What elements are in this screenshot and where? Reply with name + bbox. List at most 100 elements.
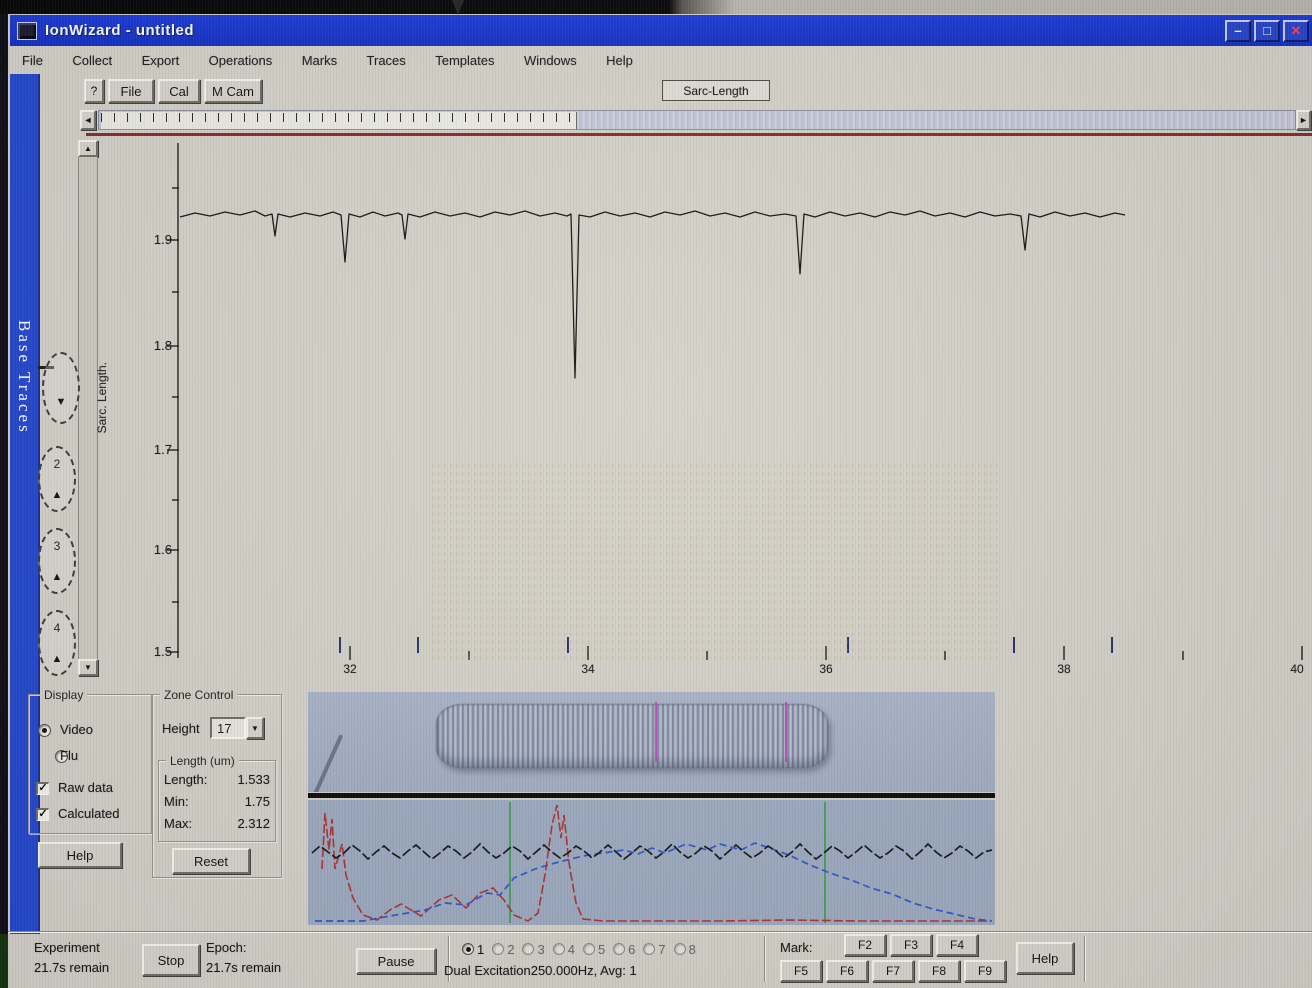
epoch-option-4[interactable]: 4 bbox=[552, 942, 575, 957]
zone-control-title: Zone Control bbox=[160, 688, 238, 702]
epoch-2-label: 2 bbox=[507, 941, 515, 957]
mark-f3-button[interactable]: F3 bbox=[890, 934, 932, 956]
trace1-down-arrow-icon[interactable]: ▼ bbox=[55, 396, 67, 408]
x-axis-ticks bbox=[349, 646, 1303, 660]
height-dropdown-arrow[interactable]: ▼ bbox=[246, 717, 264, 739]
height-dropdown-value[interactable]: 17 bbox=[210, 717, 246, 739]
photo-left-edge bbox=[0, 14, 8, 988]
epoch-option-7[interactable]: 7 bbox=[643, 942, 666, 957]
pause-button[interactable]: Pause bbox=[356, 948, 436, 974]
minimize-button[interactable]: – bbox=[1225, 19, 1251, 42]
trace-button-3[interactable]: 3 ▲ bbox=[38, 528, 76, 594]
epoch-option-6[interactable]: 6 bbox=[613, 942, 635, 957]
epoch-6-label: 6 bbox=[628, 941, 636, 957]
menu-operations[interactable]: Operations bbox=[208, 53, 273, 68]
mark-f4-button[interactable]: F4 bbox=[936, 934, 978, 956]
epoch-7-radio[interactable] bbox=[643, 943, 656, 955]
status-help-button[interactable]: Help bbox=[1016, 942, 1074, 974]
y-tick-1.6: 1.6 bbox=[153, 542, 172, 557]
trace3-label: 3 bbox=[53, 539, 61, 553]
mark-f2-button[interactable]: F2 bbox=[844, 934, 886, 956]
raw-data-checkbox[interactable]: ✓ bbox=[36, 782, 49, 795]
trace4-label: 4 bbox=[53, 621, 61, 635]
timeline-thumb[interactable] bbox=[101, 112, 577, 129]
epoch-6-radio[interactable] bbox=[613, 943, 626, 955]
ruler-right-arrow[interactable]: ► bbox=[1296, 110, 1311, 130]
vscroll-track[interactable] bbox=[78, 157, 98, 659]
epoch-1-radio[interactable] bbox=[462, 943, 474, 955]
epoch-2-radio[interactable] bbox=[492, 943, 505, 955]
raw-data-label[interactable]: Raw data bbox=[58, 780, 113, 795]
epoch-3-label: 3 bbox=[537, 941, 545, 957]
video-radio[interactable] bbox=[38, 724, 51, 737]
mark-f9-button[interactable]: F9 bbox=[964, 960, 1006, 982]
mark-f8-button[interactable]: F8 bbox=[918, 960, 960, 982]
maximize-button[interactable]: □ bbox=[1254, 19, 1280, 42]
epoch-5-label: 5 bbox=[597, 941, 606, 957]
epoch-option-2[interactable]: 2 bbox=[492, 942, 514, 957]
menu-traces[interactable]: Traces bbox=[366, 53, 406, 68]
cal-toolbar-button[interactable]: Cal bbox=[158, 79, 200, 103]
mark-f5-button[interactable]: F5 bbox=[780, 960, 822, 982]
trace3-up-arrow-icon[interactable]: ▲ bbox=[51, 571, 63, 583]
menu-file[interactable]: File bbox=[22, 53, 43, 68]
status-separator-3 bbox=[1084, 936, 1085, 982]
flu-radio[interactable] bbox=[55, 750, 69, 763]
menu-templates[interactable]: Templates bbox=[435, 53, 495, 68]
epoch-5-radio[interactable] bbox=[582, 943, 595, 955]
display-help-button[interactable]: Help bbox=[38, 842, 122, 868]
intensity-profile-plot bbox=[308, 800, 995, 925]
display-group-title: Display bbox=[40, 688, 88, 702]
trace2-up-arrow-icon[interactable]: ▲ bbox=[51, 489, 63, 501]
status-separator-2 bbox=[764, 936, 765, 982]
epoch-4-radio[interactable] bbox=[552, 943, 565, 955]
cell-video-view[interactable] bbox=[308, 692, 995, 792]
red-divider-line bbox=[86, 133, 1312, 136]
calculated-checkbox[interactable]: ✓ bbox=[36, 808, 49, 821]
status-bar-divider bbox=[8, 931, 1312, 932]
mark-f6-button[interactable]: F6 bbox=[826, 960, 868, 982]
epoch-option-5[interactable]: 5 bbox=[582, 941, 606, 957]
vscroll-up-arrow[interactable]: ▲ bbox=[78, 140, 98, 157]
zone-cursor-left[interactable] bbox=[655, 702, 657, 762]
video-debris bbox=[312, 734, 344, 792]
height-label: Height bbox=[162, 721, 200, 736]
video-radio-label[interactable]: Video bbox=[60, 722, 94, 737]
zone-cursor-right[interactable] bbox=[785, 702, 787, 762]
timeline-track[interactable] bbox=[98, 110, 1296, 130]
file-toolbar-button[interactable]: File bbox=[108, 79, 154, 103]
menu-windows[interactable]: Windows bbox=[523, 53, 577, 68]
menu-collect[interactable]: Collect bbox=[72, 53, 113, 68]
flu-radio-label[interactable]: Flu bbox=[60, 748, 79, 763]
status-separator-1 bbox=[448, 936, 449, 982]
trace-button-4[interactable]: 4 ▲ bbox=[38, 610, 76, 676]
trace-button-2[interactable]: 2 ▲ bbox=[38, 446, 76, 512]
epoch-option-3[interactable]: 3 bbox=[522, 941, 545, 957]
trace4-up-arrow-icon[interactable]: ▲ bbox=[51, 653, 63, 665]
calculated-label[interactable]: Calculated bbox=[58, 806, 120, 821]
trace-tab-sarc-length[interactable]: Sarc-Length bbox=[662, 80, 770, 101]
app-icon bbox=[17, 21, 37, 40]
max-row-value: 2.312 bbox=[237, 816, 270, 831]
black-striation-trace bbox=[311, 842, 993, 861]
epoch-option-8[interactable]: 8 bbox=[673, 942, 696, 957]
mark-f7-button[interactable]: F7 bbox=[872, 960, 914, 982]
close-button[interactable]: ✕ bbox=[1283, 19, 1309, 42]
mcam-toolbar-button[interactable]: M Cam bbox=[204, 79, 262, 103]
menu-help[interactable]: Help bbox=[606, 53, 633, 68]
menu-export[interactable]: Export bbox=[141, 53, 180, 68]
epoch-option-1[interactable]: 1 bbox=[462, 942, 484, 957]
menu-marks[interactable]: Marks bbox=[301, 53, 338, 68]
x-tick-38: 38 bbox=[1057, 662, 1071, 676]
vscroll-down-arrow[interactable]: ▼ bbox=[78, 659, 98, 676]
ruler-left-arrow[interactable]: ◄ bbox=[80, 110, 96, 130]
reset-button[interactable]: Reset bbox=[172, 848, 250, 874]
context-help-button[interactable]: ? bbox=[84, 79, 104, 103]
x-tick-34: 34 bbox=[581, 662, 595, 676]
stop-button[interactable]: Stop bbox=[142, 944, 200, 976]
epoch-3-radio[interactable] bbox=[522, 943, 535, 955]
trace-button-1[interactable]: ▼ bbox=[42, 352, 80, 424]
title-bar[interactable]: IonWizard - untitled – □ ✕ bbox=[10, 15, 1312, 46]
epoch-8-radio[interactable] bbox=[673, 943, 686, 955]
